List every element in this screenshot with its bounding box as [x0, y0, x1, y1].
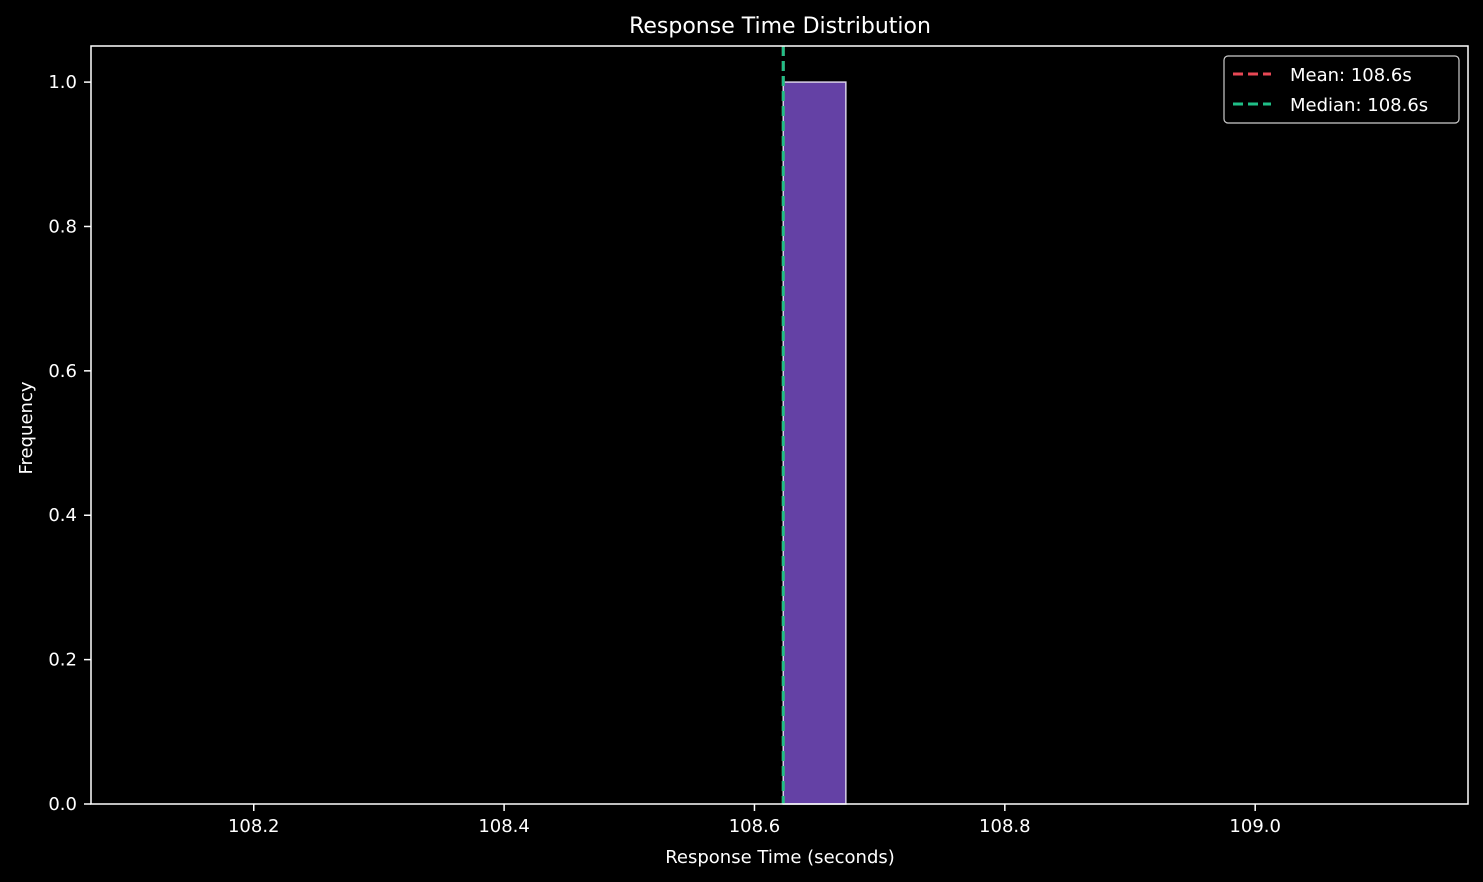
- y-tick-label: 0.6: [48, 361, 77, 382]
- plot-area: [781, 46, 847, 805]
- y-axis-label: Frequency: [16, 381, 37, 474]
- x-axis: 108.2 108.4 108.6 108.8 109.0: [228, 804, 1281, 837]
- y-tick-label: 0.8: [48, 216, 77, 237]
- x-tick-label: 108.4: [478, 816, 530, 837]
- x-axis-label: Response Time (seconds): [665, 847, 895, 868]
- legend-box: [1223, 55, 1460, 124]
- y-tick-label: 0.2: [48, 650, 77, 671]
- y-tick-label: 0.0: [48, 794, 77, 815]
- x-tick-label: 108.2: [228, 816, 280, 837]
- legend-mean-label: Mean: 108.6s: [1290, 65, 1412, 86]
- x-tick-label: 109.0: [1229, 816, 1281, 837]
- legend: Mean: 108.6s Median: 108.6s: [1223, 55, 1460, 124]
- x-tick-label: 108.8: [979, 816, 1031, 837]
- histogram-bar: [782, 81, 847, 805]
- chart-title: Response Time Distribution: [629, 14, 931, 39]
- y-axis: 0.0 0.2 0.4 0.6 0.8 1.0: [48, 72, 91, 815]
- x-tick-label: 108.6: [729, 816, 781, 837]
- y-tick-label: 1.0: [48, 72, 77, 93]
- y-tick-label: 0.4: [48, 505, 77, 526]
- plot-frame: [90, 45, 1469, 805]
- legend-median-label: Median: 108.6s: [1290, 95, 1428, 116]
